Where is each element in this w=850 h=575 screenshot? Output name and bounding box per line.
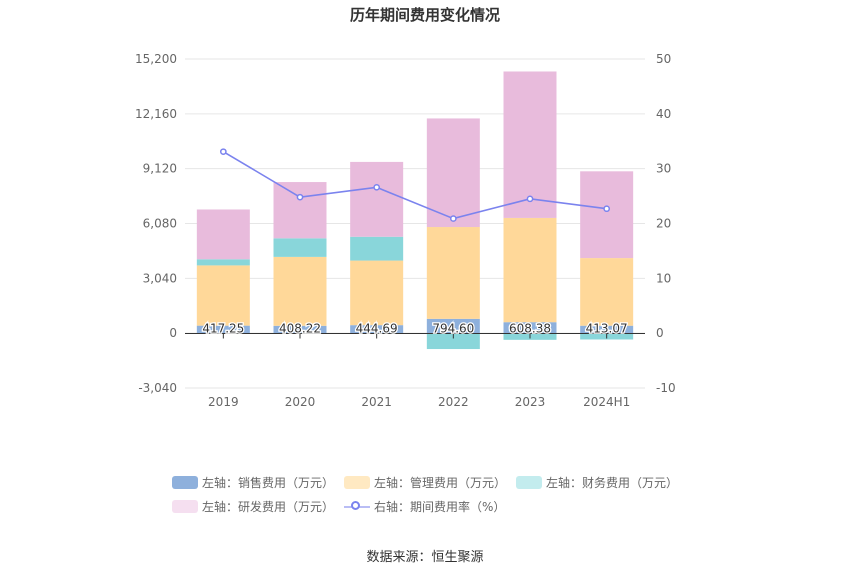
bar-sales bbox=[580, 325, 634, 334]
bar-admin bbox=[503, 217, 557, 323]
rate-point bbox=[296, 193, 304, 201]
bar-admin bbox=[196, 265, 250, 326]
legend-row-2: 左轴：研发费用（万元） 右轴：期间费用率（%） bbox=[172, 494, 732, 518]
bar-admin bbox=[350, 260, 404, 326]
bar-sales bbox=[503, 322, 557, 334]
legend-swatch-rd bbox=[172, 499, 198, 513]
sales-data-label: 608.38 bbox=[509, 322, 551, 336]
x-tick-label: 2019 bbox=[208, 395, 239, 409]
sales-data-label: 794.60 bbox=[432, 322, 474, 336]
bar-sales bbox=[350, 325, 404, 334]
left-tick-label: -3,040 bbox=[138, 381, 177, 395]
bar-admin bbox=[273, 256, 327, 326]
legend-label-admin: 左轴：管理费用（万元） bbox=[374, 475, 507, 490]
legend-swatch-sales bbox=[172, 475, 198, 489]
right-tick-label: 50 bbox=[656, 52, 671, 66]
left-tick-label: 15,200 bbox=[135, 52, 177, 66]
bar-rd bbox=[273, 182, 327, 239]
left-tick-label: 12,160 bbox=[135, 107, 177, 121]
x-tick-label: 2024H1 bbox=[583, 395, 630, 409]
sales-data-label: 413.07 bbox=[586, 322, 628, 336]
chart-title: 历年期间费用变化情况 bbox=[349, 6, 500, 24]
bar-finance bbox=[196, 259, 250, 266]
sales-data-label: 417.25 bbox=[202, 322, 244, 336]
left-tick-label: 3,040 bbox=[143, 271, 177, 285]
sales-data-label: 408.22 bbox=[279, 322, 321, 336]
bars bbox=[196, 71, 634, 350]
legend-item-finance[interactable]: 左轴：财务费用（万元） bbox=[516, 474, 688, 491]
left-tick-label: 0 bbox=[169, 326, 177, 340]
right-tick-label: 0 bbox=[656, 326, 664, 340]
x-tick-label: 2020 bbox=[285, 395, 316, 409]
legend-swatch-finance bbox=[516, 475, 542, 489]
axes: 15,200 12,160 9,120 6,080 3,040 0 -3,040 50 40 30… bbox=[135, 52, 676, 409]
right-tick-label: 40 bbox=[656, 107, 671, 121]
legend-item-rd[interactable]: 左轴：研发费用（万元） bbox=[172, 498, 344, 515]
legend-item-admin[interactable]: 左轴：管理费用（万元） bbox=[344, 474, 516, 491]
bar-sales bbox=[273, 325, 327, 334]
legend-row-1: 左轴：销售费用（万元） 左轴：管理费用（万元） 左轴：财务费用（万元） bbox=[172, 470, 732, 494]
grid-lines bbox=[185, 58, 645, 389]
sales-data-label: 444.69 bbox=[356, 322, 398, 336]
right-tick-label: 10 bbox=[656, 271, 671, 285]
bar-rd bbox=[580, 171, 634, 259]
rate-line bbox=[219, 148, 611, 222]
rate-point bbox=[526, 195, 534, 203]
legend-label-rate: 右轴：期间费用率（%） bbox=[374, 499, 506, 514]
rate-point bbox=[603, 205, 611, 213]
bar-admin bbox=[580, 258, 634, 326]
bar-rd bbox=[503, 71, 557, 218]
right-tick-label: 30 bbox=[656, 162, 671, 176]
rate-point bbox=[373, 183, 381, 191]
legend-label-sales: 左轴：销售费用（万元） bbox=[202, 475, 335, 490]
x-tick-label: 2021 bbox=[361, 395, 392, 409]
right-tick-label: 20 bbox=[656, 217, 671, 231]
left-tick-label: 9,120 bbox=[143, 162, 177, 176]
rate-point bbox=[219, 148, 227, 156]
source-note: 数据来源：恒生聚源 bbox=[366, 550, 484, 565]
left-tick-label: 6,080 bbox=[143, 217, 177, 231]
legend-label-finance: 左轴：财务费用（万元） bbox=[546, 475, 679, 490]
bar-sales bbox=[426, 318, 480, 334]
legend-item-rate[interactable]: 右轴：期间费用率（%） bbox=[344, 498, 516, 515]
rate-line-path bbox=[222, 150, 607, 220]
chart-canvas: 15,200 12,160 9,120 6,080 3,040 0 -3,040 50 40 30… bbox=[135, 52, 676, 409]
rate-point bbox=[449, 215, 457, 222]
x-tick-label: 2022 bbox=[438, 395, 469, 409]
legend-swatch-admin bbox=[344, 475, 370, 489]
bar-rd bbox=[426, 118, 480, 228]
legend-item-sales[interactable]: 左轴：销售费用（万元） bbox=[172, 474, 344, 491]
bar-admin bbox=[426, 227, 480, 319]
x-tick-label: 2023 bbox=[515, 395, 546, 409]
bar-sales bbox=[196, 325, 250, 334]
legend-label-rd: 左轴：研发费用（万元） bbox=[202, 499, 335, 514]
right-tick-label: -10 bbox=[656, 381, 676, 395]
bar-finance bbox=[350, 236, 404, 261]
bar-rd bbox=[350, 161, 404, 237]
bar-finance bbox=[426, 333, 480, 350]
legend: 左轴：销售费用（万元） 左轴：管理费用（万元） 左轴：财务费用（万元） 左轴：研… bbox=[172, 470, 732, 518]
bar-rd bbox=[196, 209, 250, 260]
data-labels: 417.25 408.22 444.69 794.60 608.38 413.07 bbox=[201, 320, 629, 337]
bar-finance bbox=[273, 238, 327, 257]
legend-line-rate-icon bbox=[344, 500, 370, 513]
